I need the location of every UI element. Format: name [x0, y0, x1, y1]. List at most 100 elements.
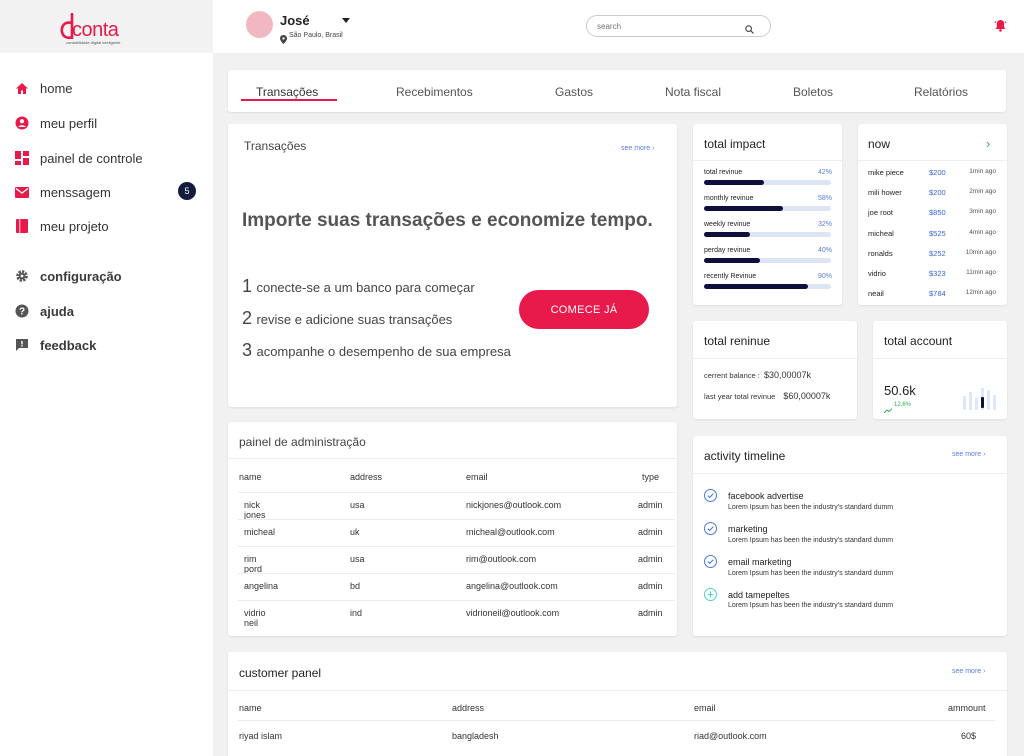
bell-icon[interactable] [994, 19, 1007, 37]
tab-invoice[interactable]: Nota fiscal [665, 85, 722, 99]
table-row-divider [238, 492, 675, 493]
logo-mark-icon [60, 13, 74, 40]
search-input[interactable] [597, 22, 737, 31]
list-item[interactable]: mili hower $200 2min ago [868, 188, 996, 200]
now-amount: $850 [929, 208, 946, 218]
impact-item-percent: 42% [817, 169, 832, 176]
admin-col-email: email [466, 472, 488, 482]
search-icon[interactable] [745, 21, 754, 39]
logo[interactable]: conta contabilidade digital inteligente [58, 11, 138, 45]
sidebar-item-feedback[interactable]: feedback [15, 335, 96, 355]
sidebar-item-home[interactable]: home [15, 78, 73, 98]
mini-bar [963, 396, 966, 410]
admin-panel-card [228, 422, 677, 636]
gear-icon [15, 269, 29, 283]
plus-circle-icon[interactable] [704, 588, 717, 601]
avatar[interactable] [246, 11, 273, 38]
step-item: 3 acompanhe o desempenho de sua empresa [242, 340, 511, 360]
impact-item-percent: 90% [817, 273, 832, 280]
now-time: 3min ago [969, 208, 996, 216]
list-item[interactable]: ronalds $252 10min ago [868, 249, 996, 261]
activity-item-title: facebook advertise [728, 491, 804, 501]
impact-progress-track [704, 232, 831, 237]
admin-name-cell: micheal [244, 527, 276, 537]
sidebar-item-dashboard[interactable]: painel de controle [15, 148, 143, 168]
activity-item-desc: Lorem Ipsum has been the industry's stan… [728, 537, 894, 544]
tab-transactions[interactable]: Transações [256, 85, 319, 99]
active-tab-underline [241, 99, 337, 101]
total-account-title: total account [884, 334, 953, 348]
table-row-divider [238, 573, 675, 574]
check-circle-icon [704, 522, 717, 535]
now-amount: $784 [929, 289, 946, 299]
logo-tagline: contabilidade digital inteligente [66, 40, 121, 45]
title-divider [693, 473, 1007, 474]
check-circle-icon [704, 489, 717, 502]
impact-progress-fill [704, 284, 809, 289]
impact-item-label: total revinue [704, 169, 743, 176]
tab-bar [228, 70, 1006, 112]
sidebar-item-label: home [40, 80, 73, 96]
tab-reports[interactable]: Relatórios [914, 85, 969, 99]
now-time: 12min ago [965, 289, 996, 297]
admin-type-cell: admin [638, 608, 663, 618]
chevron-right-icon: › [652, 145, 655, 152]
admin-email-cell: nickjones@outlook.com [466, 500, 562, 510]
list-item[interactable]: vidrio $323 11min ago [868, 269, 996, 281]
start-now-button[interactable]: COMECE JÁ [519, 290, 649, 329]
current-balance-row: cerrent balance : $30,00007k [704, 370, 812, 380]
sidebar-item-help[interactable]: ? ajuda [15, 301, 74, 321]
transactions-see-more-link[interactable]: see more › [621, 145, 655, 152]
admin-email-cell: micheal@outlook.com [466, 527, 555, 537]
sidebar-item-settings[interactable]: configuração [15, 266, 122, 286]
table-row-divider [238, 546, 675, 547]
now-card [858, 124, 1007, 305]
now-name: neail [868, 289, 884, 299]
tab-receivables[interactable]: Recebimentos [396, 85, 473, 99]
total-impact-card [693, 124, 842, 305]
list-item[interactable]: joe root $850 3min ago [868, 208, 996, 220]
chevron-right-icon[interactable]: › [986, 136, 991, 151]
sidebar-item-label: menssagem [40, 184, 111, 200]
list-item[interactable]: micheal $525 4min ago [868, 229, 996, 241]
impact-progress-fill [704, 206, 783, 211]
sidebar-item-messages[interactable]: menssagem [15, 182, 111, 202]
impact-item-percent: 40% [817, 247, 832, 254]
list-item[interactable]: neail $784 12min ago [868, 289, 996, 301]
admin-name-cell: nick jones [244, 500, 266, 520]
sidebar-item-label: configuração [40, 268, 122, 284]
admin-col-name: name [239, 472, 262, 482]
customer-amount-cell: 60$ [961, 731, 977, 741]
sidebar-item-project[interactable]: meu projeto [15, 216, 109, 236]
help-icon: ? [15, 304, 29, 318]
total-revenue-card [693, 321, 857, 419]
sidebar-item-label: meu perfil [40, 115, 98, 131]
customer-address-cell: bangladesh [452, 731, 499, 741]
transactions-headline: Importe suas transações e economize temp… [242, 210, 653, 231]
svg-text:?: ? [19, 307, 25, 318]
location-pin-icon [280, 31, 287, 49]
customer-see-more-link[interactable]: see more › [952, 668, 986, 675]
customer-col-amount: ammount [948, 703, 986, 713]
message-count-badge: 5 [178, 182, 196, 200]
tab-bills[interactable]: Boletos [793, 85, 834, 99]
user-name[interactable]: José [280, 13, 310, 28]
search-box [586, 15, 771, 37]
activity-item-desc: Lorem Ipsum has been the industry's stan… [728, 504, 894, 511]
book-icon [15, 219, 29, 233]
list-item[interactable]: mike piece $200 1min ago [868, 168, 996, 180]
activity-see-more-link[interactable]: see more › [952, 451, 986, 458]
impact-item-percent: 32% [817, 221, 832, 228]
customer-panel-card [228, 652, 1007, 756]
admin-address-cell: bd [350, 581, 361, 591]
now-name: ronalds [868, 248, 893, 258]
now-name: mike piece [868, 168, 904, 177]
impact-item-label: perday revinue [704, 247, 751, 254]
now-time: 4min ago [969, 228, 996, 236]
tab-expenses[interactable]: Gastos [555, 85, 594, 99]
activity-item-title: marketing [728, 524, 768, 534]
impact-item-label: weekly revinue [704, 221, 751, 228]
user-menu-caret-icon[interactable] [342, 18, 350, 23]
trend-up-icon [883, 401, 893, 419]
sidebar-item-profile[interactable]: meu perfil [15, 113, 97, 133]
